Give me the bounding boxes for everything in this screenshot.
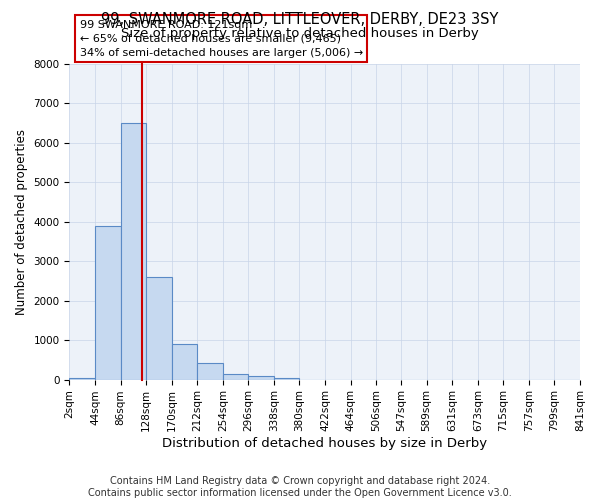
Bar [146, 277, 172, 380]
Text: Size of property relative to detached houses in Derby: Size of property relative to detached ho… [121, 28, 479, 40]
Bar [121, 123, 146, 380]
Y-axis label: Number of detached properties: Number of detached properties [15, 129, 28, 315]
Bar [95, 226, 121, 380]
Bar [172, 344, 197, 380]
Bar [274, 378, 299, 380]
Text: 99, SWANMORE ROAD, LITTLEOVER, DERBY, DE23 3SY: 99, SWANMORE ROAD, LITTLEOVER, DERBY, DE… [101, 12, 499, 28]
Bar [223, 374, 248, 380]
Bar [248, 376, 274, 380]
Text: Contains HM Land Registry data © Crown copyright and database right 2024.
Contai: Contains HM Land Registry data © Crown c… [88, 476, 512, 498]
Text: 99 SWANMORE ROAD: 121sqm
← 65% of detached houses are smaller (9,465)
34% of sem: 99 SWANMORE ROAD: 121sqm ← 65% of detach… [80, 20, 363, 58]
Bar [70, 378, 95, 380]
Bar [197, 363, 223, 380]
X-axis label: Distribution of detached houses by size in Derby: Distribution of detached houses by size … [162, 437, 487, 450]
